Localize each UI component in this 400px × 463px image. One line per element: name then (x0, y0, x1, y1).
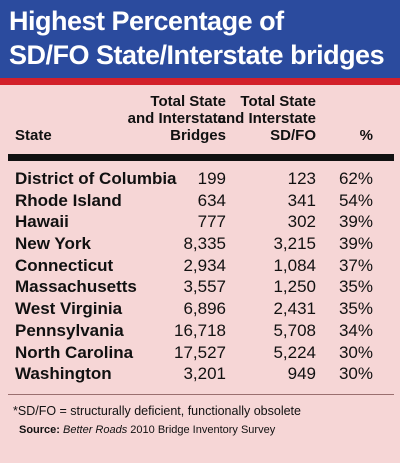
cell-bridges: 6,896 (183, 299, 226, 319)
cell-percent: 39% (338, 212, 373, 232)
table-body: District of Columbia 199 123 62% Rhode Islan… (0, 168, 400, 385)
cell-state: Massachusetts (15, 277, 137, 297)
column-header-sdfo: Total State and Interstate SD/FO (217, 93, 316, 144)
cell-percent: 62% (338, 169, 373, 188)
cell-percent: 37% (338, 255, 373, 275)
column-header-bridges: Total State and Interstate Bridges (127, 93, 226, 144)
header-rule (8, 154, 394, 161)
column-header-state: State (15, 127, 52, 144)
source-rest: 2010 Bridge Inventory Survey (127, 424, 276, 436)
cell-sdfo: 1,250 (273, 277, 316, 297)
title-underline (0, 78, 400, 85)
cell-state: Hawaii (15, 212, 69, 232)
source-publication: Better Roads (63, 424, 128, 436)
table-row: Pennsylvania 16,718 5,708 34% (0, 320, 400, 342)
cell-sdfo: 1,084 (273, 255, 316, 275)
cell-percent: 54% (338, 190, 373, 210)
cell-sdfo: 949 (287, 364, 316, 384)
table-row: New York 8,335 3,215 39% (0, 233, 400, 255)
table-row: West Virginia 6,896 2,431 35% (0, 298, 400, 320)
cell-state: New York (15, 234, 91, 254)
footnote: *SD/FO = structurally deficient, functio… (13, 404, 301, 418)
cell-bridges: 3,557 (183, 277, 226, 297)
column-header-percent: % (359, 127, 373, 144)
table-row: Massachusetts 3,557 1,250 35% (0, 276, 400, 298)
source-label: Source: (19, 424, 60, 436)
cell-state: Pennsylvania (15, 320, 124, 340)
cell-percent: 35% (338, 277, 373, 297)
cell-percent: 30% (338, 342, 373, 362)
cell-sdfo: 123 (287, 169, 316, 188)
cell-bridges: 8,335 (183, 234, 226, 254)
table-row: District of Columbia 199 123 62% (0, 168, 400, 190)
cell-state: Washington (15, 364, 112, 384)
source-line: Source: Better Roads 2010 Bridge Invento… (19, 423, 275, 437)
cell-sdfo: 341 (287, 190, 316, 210)
cell-sdfo: 302 (287, 212, 316, 232)
cell-percent: 30% (338, 364, 373, 384)
cell-percent: 39% (338, 234, 373, 254)
cell-state: District of Columbia (15, 169, 177, 188)
cell-percent: 35% (338, 299, 373, 319)
cell-state: North Carolina (15, 342, 134, 362)
title-banner: Highest Percentage of SD/FO State/Inters… (0, 0, 400, 78)
table-row: North Carolina 17,527 5,224 30% (0, 342, 400, 364)
cell-bridges: 199 (197, 169, 226, 188)
table-row: Connecticut 2,934 1,084 37% (0, 255, 400, 277)
cell-sdfo: 3,215 (273, 234, 316, 254)
cell-sdfo: 5,708 (273, 320, 316, 340)
cell-sdfo: 5,224 (273, 342, 316, 362)
cell-percent: 34% (338, 320, 373, 340)
cell-state: Rhode Island (15, 190, 122, 210)
cell-sdfo: 2,431 (273, 299, 316, 319)
title-line-2: SD/FO State/Interstate bridges (9, 40, 385, 70)
table-row: Hawaii 777 302 39% (0, 211, 400, 233)
cell-bridges: 2,934 (183, 255, 226, 275)
cell-bridges: 17,527 (174, 342, 226, 362)
cell-bridges: 16,718 (174, 320, 226, 340)
table-row: Washington 3,201 949 30% (0, 363, 400, 385)
cell-bridges: 3,201 (183, 364, 226, 384)
cell-bridges: 634 (197, 190, 226, 210)
table-row: Rhode Island 634 341 54% (0, 190, 400, 212)
cell-state: West Virginia (15, 299, 123, 319)
footer-divider (8, 394, 394, 395)
cell-bridges: 777 (197, 212, 226, 232)
title-line-1: Highest Percentage of (9, 6, 284, 36)
cell-state: Connecticut (15, 255, 114, 275)
